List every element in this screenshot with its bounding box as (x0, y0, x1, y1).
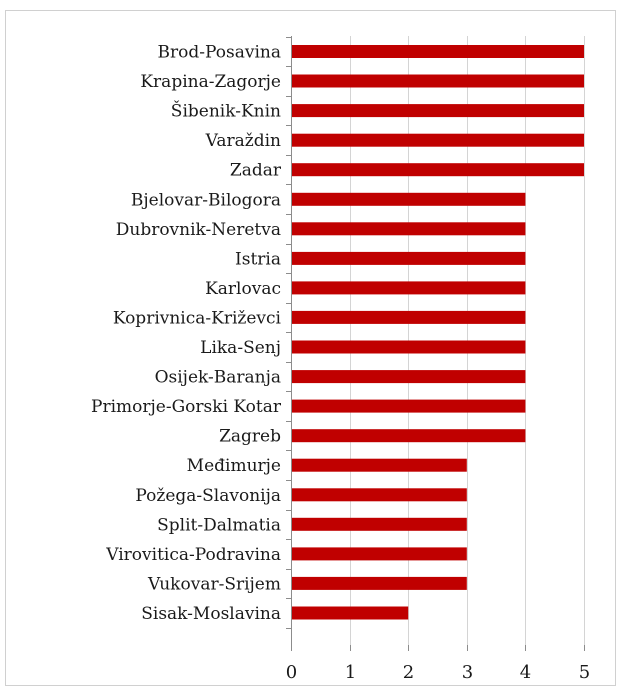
category-label: Požega-Slavonija (135, 486, 281, 506)
bar (292, 163, 584, 177)
category-label: Vukovar-Srijem (147, 574, 281, 594)
category-label: Istria (235, 249, 281, 269)
bar (292, 192, 526, 206)
x-tick-label: 3 (462, 662, 473, 683)
bar (292, 547, 467, 561)
bar (292, 488, 467, 502)
category-label: Koprivnica-Križevci (113, 308, 282, 328)
bar (292, 251, 526, 265)
category-label: Sisak-Moslavina (141, 604, 281, 624)
category-label: Osijek-Baranja (155, 368, 281, 388)
bar (292, 104, 584, 118)
bar (292, 340, 526, 354)
bar (292, 45, 584, 58)
bar (292, 310, 526, 324)
category-label: Međimurje (187, 456, 281, 476)
bar (292, 133, 584, 147)
category-label: Šibenik-Knin (171, 101, 281, 122)
x-tick-label: 1 (345, 662, 356, 683)
category-label: Primorje-Gorski Kotar (91, 397, 282, 417)
bar (292, 606, 409, 620)
label-layer: 0 1 2 3 4 5 Brod-Posavina Krapina-Zagorje Šibeni… (91, 43, 590, 684)
bar (292, 281, 526, 295)
bar (292, 222, 526, 236)
category-label: Krapina-Zagorje (140, 72, 281, 92)
category-label: Lika-Senj (200, 338, 281, 358)
bar (292, 429, 526, 443)
category-label: Varaždin (205, 131, 281, 151)
category-label: Dubrovnik-Neretva (116, 220, 281, 240)
bar (292, 458, 467, 472)
x-tick-label: 0 (286, 662, 297, 683)
category-label: Virovitica-Podravina (105, 545, 281, 565)
category-label: Zagreb (219, 427, 281, 447)
category-label: Bjelovar-Bilogora (131, 190, 281, 210)
x-tick-label: 4 (520, 662, 531, 683)
x-tick-label: 2 (403, 662, 414, 683)
category-label: Karlovac (205, 279, 281, 299)
bar (292, 399, 526, 413)
bar (292, 517, 467, 531)
x-tick-label: 5 (579, 662, 590, 683)
axis-layer (286, 36, 585, 651)
bar (292, 74, 584, 88)
bar (292, 370, 526, 384)
category-label: Brod-Posavina (158, 43, 281, 63)
bar (292, 576, 467, 590)
bar-layer (292, 45, 584, 620)
category-label: Zadar (230, 161, 282, 181)
category-label: Split-Dalmatia (157, 515, 281, 535)
